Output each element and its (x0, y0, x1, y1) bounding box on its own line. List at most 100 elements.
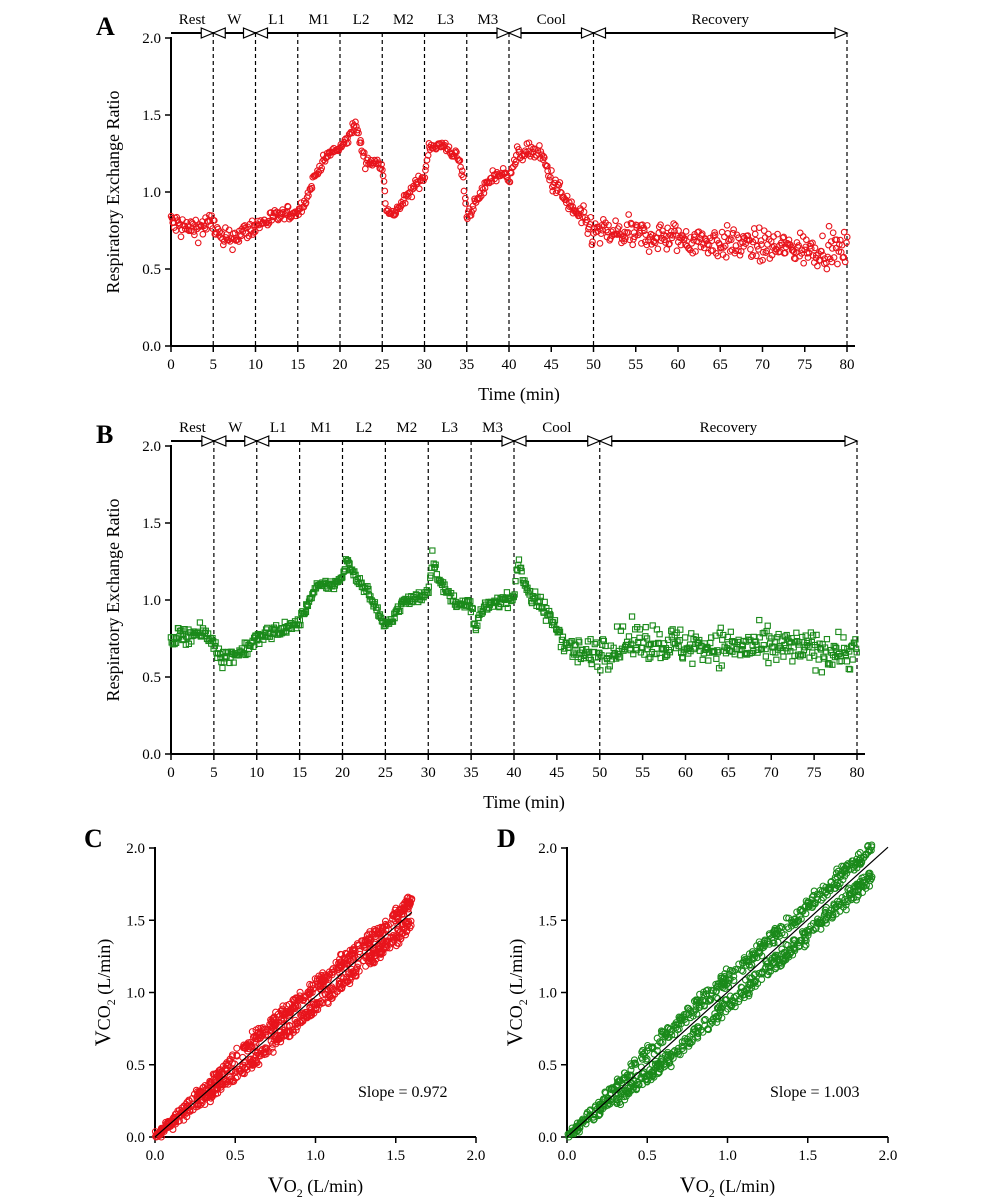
phase-arrow-left-icon (507, 27, 522, 39)
data-point (696, 1003, 704, 1011)
data-point (207, 1091, 215, 1099)
data-point (721, 233, 728, 241)
data-point (551, 617, 559, 624)
data-point (755, 224, 763, 232)
data-point (616, 1076, 624, 1084)
data-point (622, 235, 629, 242)
data-point (736, 988, 744, 996)
data-point (631, 1081, 639, 1089)
data-point (847, 859, 855, 867)
data-point (778, 923, 786, 931)
data-point (353, 940, 361, 948)
data-point (721, 984, 729, 993)
data-point (789, 658, 796, 665)
data-point (830, 900, 838, 908)
data-point (350, 947, 358, 955)
data-point (739, 641, 746, 649)
data-point (830, 881, 838, 889)
phase-label: L1 (270, 420, 287, 436)
data-point (764, 622, 771, 629)
data-point (233, 1044, 241, 1052)
data-point (808, 903, 816, 912)
data-point (832, 904, 840, 912)
data-point (811, 244, 819, 252)
data-point (342, 957, 350, 965)
phase-label: M1 (311, 420, 332, 436)
data-point (242, 651, 249, 659)
regression-line (154, 911, 413, 1138)
data-point (645, 248, 653, 256)
data-point (360, 943, 369, 951)
data-point (250, 643, 257, 650)
data-point (197, 633, 204, 640)
phase-arrow-left-icon (253, 27, 269, 39)
data-point (587, 636, 594, 643)
data-point (765, 938, 773, 946)
data-point (369, 959, 377, 967)
data-point (682, 228, 690, 235)
data-point (736, 251, 744, 259)
data-point (780, 653, 787, 660)
y-tick-label: 1.5 (126, 913, 145, 929)
data-point (751, 978, 759, 986)
data-point (694, 1034, 702, 1042)
data-point (309, 591, 316, 598)
data-point (235, 238, 243, 245)
data-point (793, 908, 801, 916)
data-point (707, 995, 715, 1003)
data-point (654, 245, 662, 253)
data-point (740, 987, 748, 995)
y-tick-label: 2.0 (142, 31, 161, 47)
data-point (369, 949, 377, 957)
data-point (711, 231, 719, 239)
data-point (692, 248, 699, 255)
phase-label: W (228, 420, 243, 436)
data-point (853, 893, 861, 901)
data-point (659, 227, 666, 235)
data-point (717, 244, 725, 251)
data-point (153, 1132, 162, 1140)
data-point (727, 628, 734, 635)
data-point (453, 148, 460, 156)
data-point (635, 1080, 643, 1088)
panel-letter: B (96, 420, 113, 449)
data-point (203, 1082, 211, 1090)
data-point (472, 626, 480, 634)
data-point (389, 618, 397, 625)
data-point (862, 851, 870, 859)
data-point (545, 607, 553, 615)
data-point (360, 149, 368, 156)
data-point (821, 910, 829, 918)
data-point (787, 647, 794, 655)
data-point (782, 914, 791, 922)
data-point (462, 200, 469, 207)
data-point (834, 882, 843, 891)
data-point (641, 238, 649, 246)
data-point (842, 892, 850, 900)
data-point (386, 944, 394, 952)
data-point (686, 1032, 694, 1040)
data-point (724, 979, 732, 987)
data-point (515, 146, 522, 153)
data-point (540, 154, 548, 162)
data-point (415, 185, 423, 193)
data-point (164, 1117, 172, 1125)
data-point (652, 1057, 660, 1065)
y-axis-title: Respiratory Exchange Ratio (103, 91, 123, 294)
data-point (623, 221, 631, 229)
data-point (251, 228, 259, 235)
data-point (268, 635, 275, 643)
data-point (791, 652, 798, 659)
phase-label: L3 (441, 420, 458, 436)
data-point (422, 163, 430, 170)
data-point (830, 254, 838, 261)
data-point (404, 193, 412, 200)
data-point (605, 221, 612, 229)
data-point (278, 210, 285, 218)
data-point (687, 647, 694, 655)
data-point (784, 941, 792, 949)
data-point (799, 233, 807, 240)
data-point (536, 142, 543, 149)
data-point (707, 986, 715, 994)
